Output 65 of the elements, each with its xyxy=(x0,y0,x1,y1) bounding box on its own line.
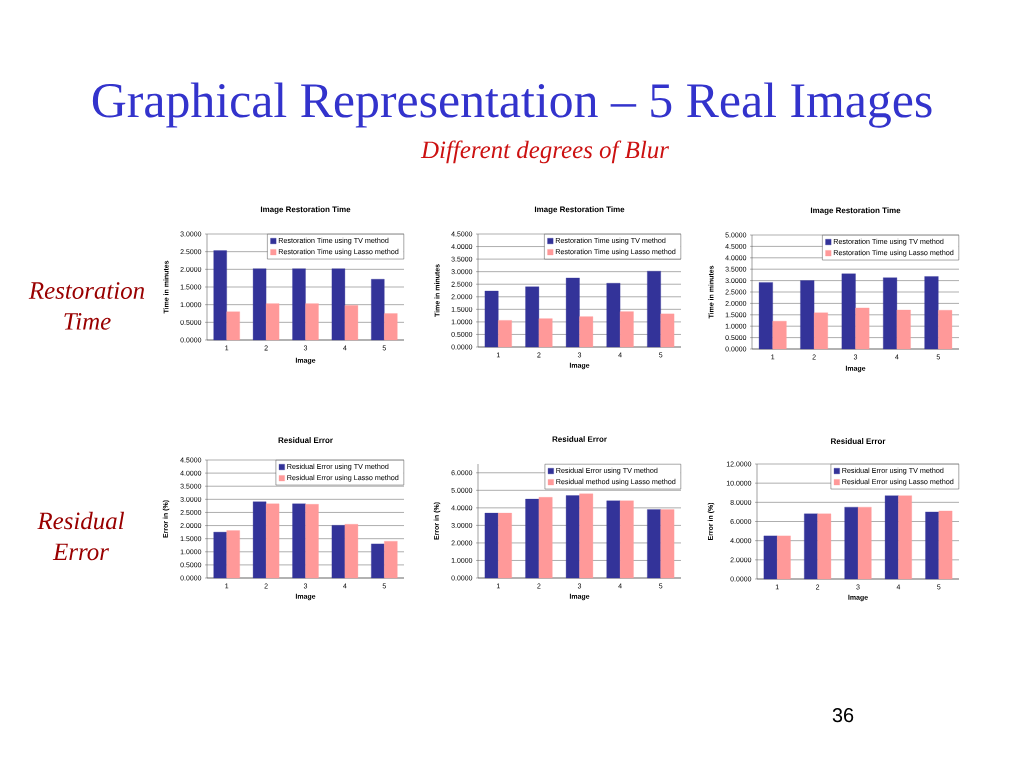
text: Graphical Representation – 5 Real Images xyxy=(92,82,932,128)
text: Different degrees of Blur xyxy=(420,140,670,164)
bar xyxy=(800,280,815,350)
bar xyxy=(305,303,319,341)
bar xyxy=(292,503,306,579)
bar xyxy=(938,510,953,580)
bar xyxy=(647,509,661,579)
bar xyxy=(857,506,872,580)
bar xyxy=(619,500,634,579)
bar xyxy=(265,503,280,579)
bar xyxy=(538,497,553,579)
bar xyxy=(213,531,227,579)
bar xyxy=(660,313,675,348)
bar xyxy=(525,286,540,348)
bar xyxy=(331,268,346,341)
bar xyxy=(763,535,778,580)
bar xyxy=(344,524,359,579)
bar xyxy=(565,277,580,348)
bar xyxy=(565,495,580,579)
bar xyxy=(896,309,911,350)
bar xyxy=(538,318,553,348)
bar xyxy=(925,511,939,580)
bar xyxy=(384,313,398,341)
bar xyxy=(772,321,787,350)
bar xyxy=(924,276,939,350)
bar xyxy=(498,512,512,579)
bar xyxy=(579,493,594,579)
bar xyxy=(226,311,240,341)
text: Restoration Time xyxy=(28,282,145,330)
bar xyxy=(252,268,267,341)
bar xyxy=(804,513,818,580)
bar xyxy=(844,506,859,580)
bar xyxy=(579,316,594,348)
bar xyxy=(758,282,773,350)
bar xyxy=(371,279,385,341)
bar xyxy=(606,500,621,579)
bar xyxy=(265,303,280,341)
bar xyxy=(938,310,953,350)
bar xyxy=(813,312,828,350)
bar xyxy=(305,504,319,579)
bar xyxy=(484,512,499,579)
bar xyxy=(777,535,791,580)
bar xyxy=(484,290,499,348)
bar xyxy=(384,541,398,579)
bar xyxy=(371,543,385,579)
bar xyxy=(817,513,832,580)
bar xyxy=(883,277,898,350)
bar xyxy=(344,305,359,341)
bar xyxy=(498,320,512,348)
bar xyxy=(841,273,856,350)
bar xyxy=(606,283,621,348)
bar xyxy=(855,307,870,350)
bar xyxy=(292,268,306,341)
bar xyxy=(525,498,540,579)
text: Residual Error xyxy=(37,511,125,561)
bar xyxy=(660,509,675,579)
bar xyxy=(213,250,227,341)
bar xyxy=(226,530,240,579)
bar xyxy=(331,525,346,579)
bar xyxy=(647,271,661,348)
bar xyxy=(884,495,899,580)
bar xyxy=(252,501,267,579)
text: 36 xyxy=(832,708,854,723)
bar xyxy=(619,311,634,348)
bar xyxy=(898,495,912,580)
